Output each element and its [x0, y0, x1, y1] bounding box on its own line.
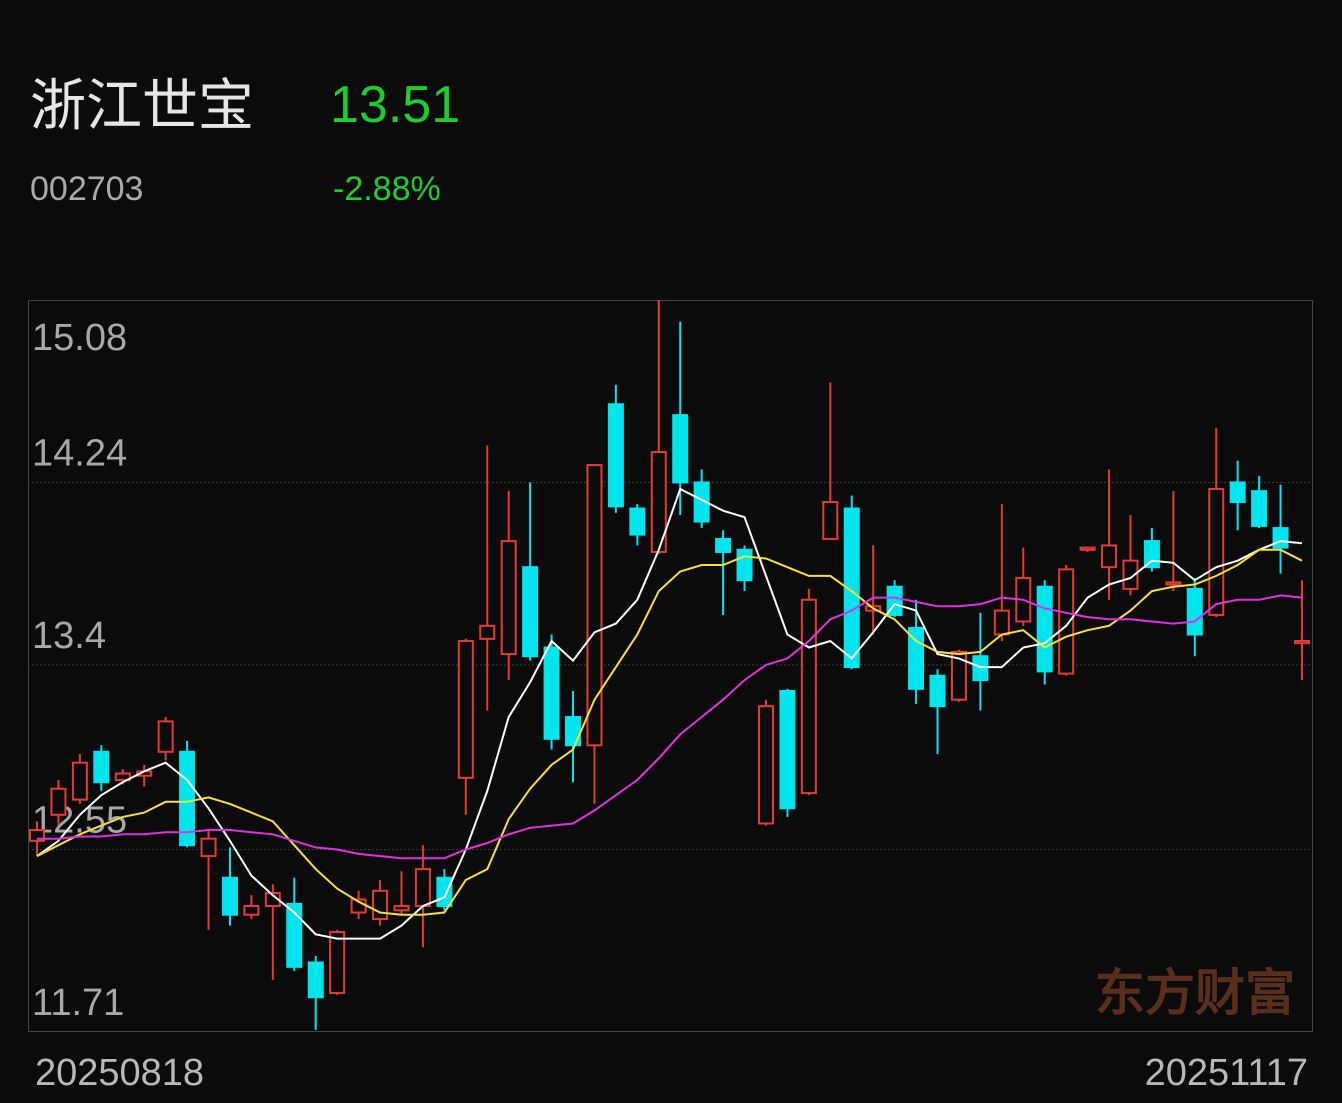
candle-body [329, 931, 346, 994]
candle-body [479, 624, 496, 640]
candle-body [565, 716, 582, 747]
candle-body [1036, 585, 1053, 673]
candle-body [1272, 527, 1289, 549]
candle-body [993, 609, 1010, 636]
candle-body [822, 501, 839, 540]
stock-price: 13.51 [330, 76, 460, 134]
candle-body [543, 646, 560, 740]
candle-body [1294, 640, 1310, 645]
y-tick-label: 15.08 [32, 317, 127, 359]
y-tick-label: 13.4 [32, 615, 106, 657]
candle-body [393, 905, 410, 912]
candle-body [736, 548, 753, 582]
candle-body [500, 540, 517, 656]
candle-body [972, 655, 989, 682]
candle-body [221, 876, 238, 916]
candle-body [286, 902, 303, 968]
candle-body [1143, 540, 1160, 569]
candle-body [50, 787, 67, 816]
candle-body [264, 891, 281, 908]
candle-body [1079, 546, 1096, 551]
candle-body [950, 650, 967, 701]
candle-body [1229, 481, 1246, 504]
candle-body [629, 507, 646, 536]
candle-body [372, 889, 389, 921]
candle-body [757, 705, 774, 825]
moving-average-line [37, 594, 1303, 860]
candle-body [672, 414, 689, 484]
candle-body [1186, 587, 1203, 636]
candle-body [157, 720, 174, 753]
stock-code: 002703 [30, 170, 143, 208]
candle-body [93, 750, 110, 784]
candle-body [800, 598, 817, 795]
candle-body [114, 772, 131, 782]
candle-body [929, 674, 946, 708]
candle-body [71, 761, 88, 801]
candle-body [457, 640, 474, 779]
candle-body [1122, 559, 1139, 590]
moving-average-line [36, 548, 1303, 916]
moving-average-line [36, 487, 1303, 940]
plot-frame [28, 300, 1313, 1032]
candle-body [522, 566, 539, 658]
candle-body [414, 868, 431, 908]
watermark: 东方财富 [1095, 964, 1295, 1022]
candle-body [29, 828, 45, 842]
candle-body [693, 481, 710, 523]
candle-body [1058, 568, 1075, 675]
candle-body [307, 961, 324, 999]
price-change: -2.88% [333, 170, 441, 208]
candle-body [1165, 581, 1182, 586]
candle-body [843, 507, 860, 669]
candle-body [436, 876, 453, 908]
stock-name: 浙江世宝 [30, 74, 254, 139]
candle-body [779, 689, 796, 810]
candle-body [1101, 544, 1118, 569]
y-tick-label: 11.71 [32, 982, 124, 1024]
x-tick-label: 20250818 [35, 1052, 204, 1094]
candle-body [1208, 487, 1225, 616]
candle-body [243, 905, 260, 916]
candle-body [1251, 490, 1268, 527]
y-tick-label: 14.24 [32, 432, 127, 474]
candle-body [179, 750, 196, 847]
candle-body [715, 537, 732, 553]
candle-body [607, 403, 624, 508]
x-tick-label: 20251117 [1145, 1052, 1308, 1094]
candle-body [586, 464, 603, 747]
candle-body [200, 837, 217, 858]
